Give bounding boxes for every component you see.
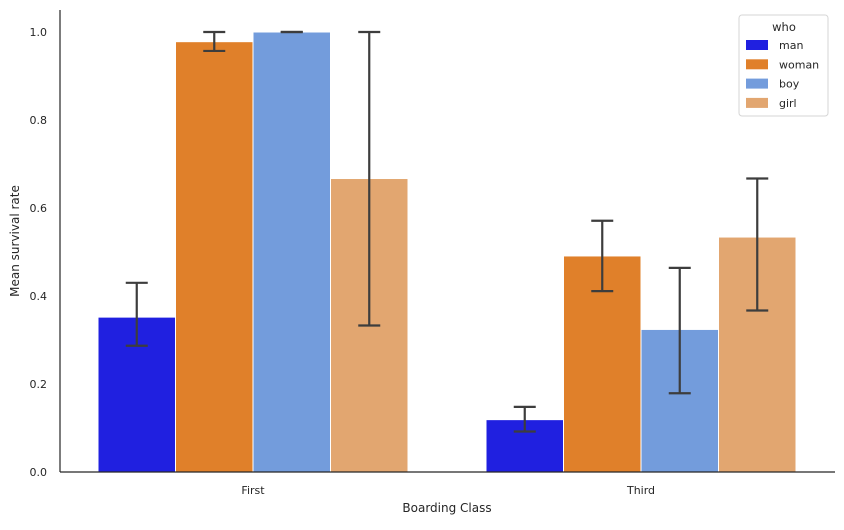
legend-swatch: [746, 40, 768, 50]
bar-boy-first: [252, 31, 331, 473]
bar-woman-first: [175, 41, 254, 473]
legend-item-girl: girl: [746, 97, 797, 110]
axes-layer: [59, 10, 835, 473]
y-axis-label: Mean survival rate: [8, 185, 22, 297]
x-axis-label: Boarding Class: [402, 501, 491, 515]
legend-item-woman: woman: [746, 58, 819, 71]
legend-label: woman: [779, 58, 819, 71]
y-tick-label: 0.2: [30, 378, 48, 391]
error-bar-boy-third: [668, 266, 691, 395]
error-bar-woman-first: [203, 30, 226, 53]
error-bar-girl-first: [358, 30, 381, 327]
legend-item-man: man: [746, 39, 803, 52]
error-bar-woman-third: [591, 219, 614, 293]
x-ticks: First Third: [241, 484, 655, 497]
x-tick-label: First: [241, 484, 265, 497]
legend: who man woman boy girl: [738, 14, 829, 117]
legend-swatch: [746, 78, 768, 89]
bars-layer: [97, 31, 797, 473]
y-tick-label: 0.0: [30, 466, 48, 479]
y-tick-label: 0.8: [30, 114, 48, 127]
error-bars-layer: [125, 30, 769, 433]
y-ticks: 0.0 0.2 0.4 0.6 0.8 1.0: [30, 26, 48, 479]
legend-swatch: [746, 97, 768, 108]
x-tick-label: Third: [626, 484, 655, 497]
legend-items: man woman boy girl: [746, 39, 819, 110]
error-bar-man-third: [513, 405, 536, 433]
legend-swatch: [746, 59, 768, 70]
y-tick-label: 0.6: [30, 202, 48, 215]
legend-label: girl: [779, 97, 797, 110]
error-bar-girl-third: [746, 177, 769, 312]
legend-label: boy: [779, 78, 800, 91]
legend-item-boy: boy: [746, 78, 800, 91]
y-tick-label: 1.0: [30, 26, 48, 39]
legend-title: who: [772, 20, 796, 34]
legend-label: man: [779, 39, 803, 52]
error-bar-man-first: [125, 281, 148, 347]
y-tick-label: 0.4: [30, 290, 48, 303]
